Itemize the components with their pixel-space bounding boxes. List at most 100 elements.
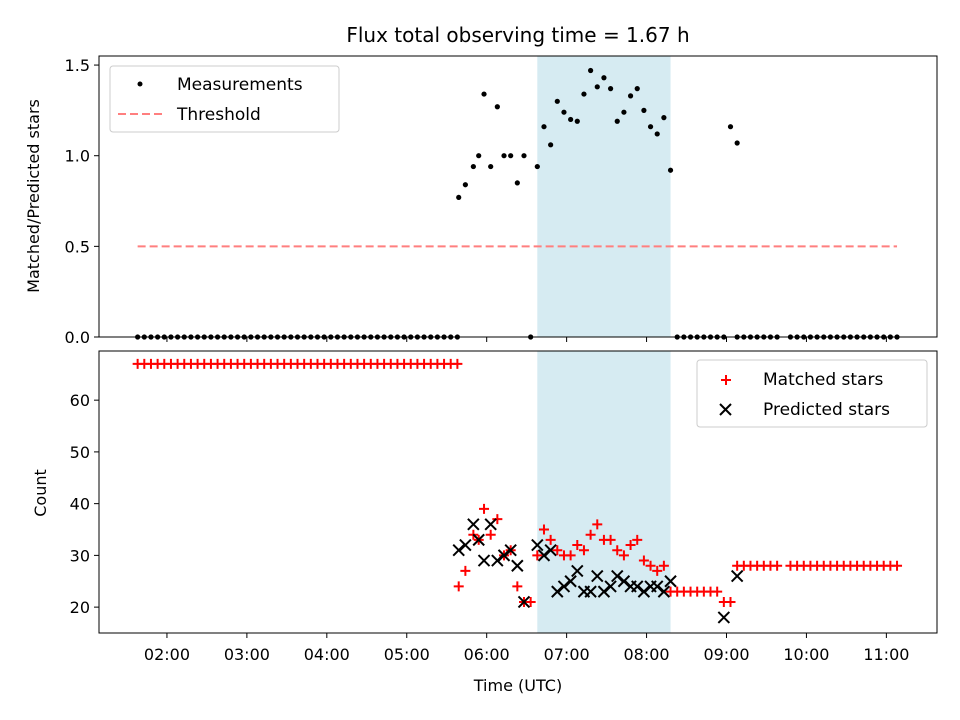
bottom-marks — [132, 358, 903, 624]
measurement-point — [568, 116, 574, 123]
measurement-point — [501, 153, 507, 159]
matched-star-point — [532, 550, 543, 561]
measurement-point — [541, 124, 547, 130]
predicted-star-point — [551, 585, 564, 598]
matched-star-point — [485, 529, 496, 540]
predicted-star-point — [537, 549, 551, 562]
predicted-star-point — [557, 580, 571, 593]
top-axes-frame — [98, 55, 938, 338]
legend-measurements-label: Measurements — [177, 75, 303, 95]
predicted-star-point — [604, 580, 617, 593]
measurement-point — [561, 109, 567, 115]
matched-star-point — [479, 503, 490, 514]
matched-star-point — [645, 560, 656, 571]
predicted-star-point — [631, 580, 644, 593]
matched-star-point — [892, 560, 903, 571]
legend-matched-marker — [721, 375, 731, 385]
predicted-star-point — [452, 544, 465, 557]
measurement-point — [534, 163, 540, 170]
top-highlight-span — [537, 56, 671, 337]
top-y-ticks: 0.0 0.5 1.0 1.5 — [65, 56, 99, 347]
x-tick-label: 05:00 — [384, 645, 430, 664]
matched-star-point — [658, 560, 669, 571]
matched-star-point — [578, 545, 589, 556]
x-tick-label: 09:00 — [703, 645, 749, 664]
matched-star-point — [612, 545, 623, 556]
measurement-point — [647, 124, 654, 130]
matched-star-point — [625, 540, 636, 551]
bottom-legend-box — [696, 359, 928, 428]
measurement-point — [661, 115, 667, 121]
measurement-point — [594, 84, 600, 90]
measurement-point — [667, 167, 674, 173]
top-x-ticks — [166, 337, 887, 342]
measurement-point — [581, 91, 587, 97]
measurement-point — [476, 153, 482, 159]
measurement-point — [488, 163, 494, 170]
bottom-ytick-label: 50 — [70, 443, 90, 462]
predicted-star-point — [484, 518, 497, 531]
matched-star-point — [592, 519, 603, 530]
predicted-star-point — [664, 575, 677, 588]
predicted-star-point — [467, 518, 480, 531]
legend-predicted-label: Predicted stars — [763, 400, 890, 420]
measurement-point — [521, 153, 527, 159]
predicted-star-point — [477, 554, 491, 567]
bottom-y-axis-label: Count — [31, 469, 50, 517]
matched-star-point — [618, 550, 629, 561]
bottom-legend: Matched stars Predicted stars — [696, 359, 928, 428]
predicted-star-point — [657, 585, 671, 598]
x-tick-label: 02:00 — [144, 645, 190, 664]
predicted-star-point — [730, 569, 744, 583]
bottom-x-axis-label: Time (UTC) — [473, 676, 562, 695]
top-legend-box — [109, 65, 340, 133]
matched-star-point — [725, 596, 736, 607]
matched-star-point — [452, 358, 463, 369]
top-y-axis-label: Matched/Predicted stars — [24, 99, 43, 293]
measurement-point — [494, 104, 500, 110]
predicted-star-point — [472, 533, 485, 547]
matched-star-point — [492, 514, 503, 525]
measurement-point — [554, 98, 560, 104]
measurement-point — [727, 124, 734, 130]
top-ytick-label: 0.0 — [65, 328, 90, 347]
measurement-point — [456, 194, 462, 201]
top-ytick-label: 1.0 — [65, 147, 90, 166]
matched-star-point — [572, 540, 583, 551]
measurement-point — [634, 86, 640, 92]
matched-star-point — [525, 596, 536, 607]
predicted-star-point — [531, 538, 544, 552]
predicted-star-point — [517, 595, 531, 609]
predicted-star-point — [504, 544, 517, 557]
predicted-star-point — [497, 549, 511, 562]
matched-star-point — [460, 565, 471, 576]
bottom-axes-frame — [98, 350, 938, 634]
matched-star-point — [605, 534, 616, 545]
predicted-star-point — [617, 575, 631, 588]
matched-star-point — [632, 534, 643, 545]
measurement-point — [508, 153, 514, 159]
top-chart-title: Flux total observing time = 1.67 h — [346, 23, 689, 47]
top-ytick-label: 1.5 — [65, 56, 90, 75]
measurement-point — [654, 131, 660, 137]
top-panel: 0.0 0.5 1.0 1.5 Flux total observing time =… — [24, 23, 938, 347]
bottom-x-ticks: 02:00 03:00 04:00 05:00 06:00 07:00 08:00 09:00… — [144, 633, 909, 664]
matched-star-point — [538, 524, 549, 535]
legend-measurements-marker — [137, 81, 143, 87]
measurement-point — [574, 118, 580, 124]
matched-star-point — [545, 534, 556, 545]
legend-matched-label: Matched stars — [763, 370, 883, 390]
matched-star-point — [565, 550, 576, 561]
measurement-point — [621, 109, 627, 115]
matched-star-point — [552, 545, 563, 556]
legend-predicted-marker — [719, 403, 732, 416]
matched-star-point — [638, 555, 649, 566]
matched-star-point — [712, 586, 723, 597]
predicted-star-point — [571, 564, 584, 578]
measurement-point — [607, 86, 614, 92]
predicted-star-point — [651, 580, 664, 593]
legend-threshold-label: Threshold — [176, 105, 261, 125]
measurement-point — [481, 91, 487, 97]
predicted-star-point — [459, 538, 472, 552]
measurement-point — [734, 140, 740, 146]
